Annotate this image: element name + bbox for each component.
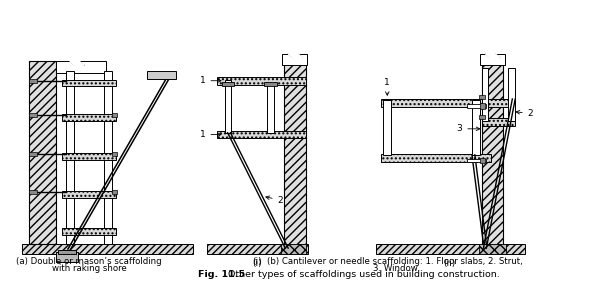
Bar: [479, 95, 485, 99]
Bar: [22, 244, 193, 254]
Text: 1: 1: [384, 78, 390, 95]
Bar: [217, 131, 307, 138]
Bar: [62, 191, 116, 198]
Bar: [207, 244, 308, 254]
Bar: [282, 244, 307, 254]
Bar: [66, 71, 74, 244]
Text: (ii): (ii): [444, 259, 456, 268]
Text: Fig. 11.5: Fig. 11.5: [198, 270, 245, 279]
Polygon shape: [70, 61, 84, 65]
Bar: [62, 153, 116, 160]
Bar: [479, 54, 505, 65]
Bar: [30, 190, 37, 194]
Bar: [56, 252, 77, 261]
Bar: [479, 158, 485, 164]
Bar: [112, 190, 117, 194]
Bar: [508, 68, 515, 121]
Bar: [482, 63, 503, 246]
Bar: [62, 114, 116, 121]
Bar: [58, 250, 75, 254]
Bar: [30, 61, 56, 244]
Bar: [267, 85, 274, 133]
Text: (b) Cantilever or needle scaffolding: 1. Floor slabs, 2. Strut,: (b) Cantilever or needle scaffolding: 1.…: [267, 257, 523, 266]
Bar: [62, 228, 116, 235]
Bar: [217, 77, 307, 85]
Text: 1: 1: [200, 76, 221, 85]
Bar: [482, 68, 488, 121]
Bar: [376, 244, 525, 254]
Bar: [56, 61, 106, 73]
Text: 2: 2: [516, 109, 533, 118]
Bar: [112, 152, 117, 156]
Bar: [381, 99, 491, 107]
Polygon shape: [288, 54, 302, 58]
Bar: [482, 118, 515, 126]
Bar: [384, 100, 391, 155]
Polygon shape: [485, 54, 500, 58]
Bar: [62, 80, 116, 87]
Text: 3: 3: [457, 124, 480, 133]
Text: with raking shore: with raking shore: [52, 263, 127, 273]
Bar: [482, 99, 515, 107]
Bar: [225, 80, 232, 133]
Bar: [285, 63, 305, 246]
Bar: [479, 244, 505, 254]
Bar: [467, 159, 486, 162]
Text: 1: 1: [200, 130, 221, 139]
Bar: [112, 113, 117, 117]
Text: Other types of scaffoldings used in building construction.: Other types of scaffoldings used in buil…: [222, 270, 500, 279]
Text: 2: 2: [266, 196, 283, 205]
Bar: [264, 82, 277, 85]
Bar: [282, 54, 308, 65]
Text: (a) Double or mason’s scaffolding: (a) Double or mason’s scaffolding: [16, 257, 162, 266]
Bar: [105, 71, 112, 244]
Bar: [479, 115, 485, 119]
Bar: [467, 104, 486, 108]
Bar: [30, 113, 37, 117]
Bar: [147, 71, 176, 79]
Bar: [30, 79, 37, 83]
Text: (i): (i): [252, 257, 262, 266]
Text: (i): (i): [252, 259, 262, 268]
Bar: [381, 154, 491, 162]
Bar: [472, 100, 479, 155]
Bar: [222, 82, 234, 85]
Bar: [30, 152, 37, 156]
Bar: [479, 103, 485, 109]
Text: 3. Window: 3. Window: [372, 263, 418, 273]
